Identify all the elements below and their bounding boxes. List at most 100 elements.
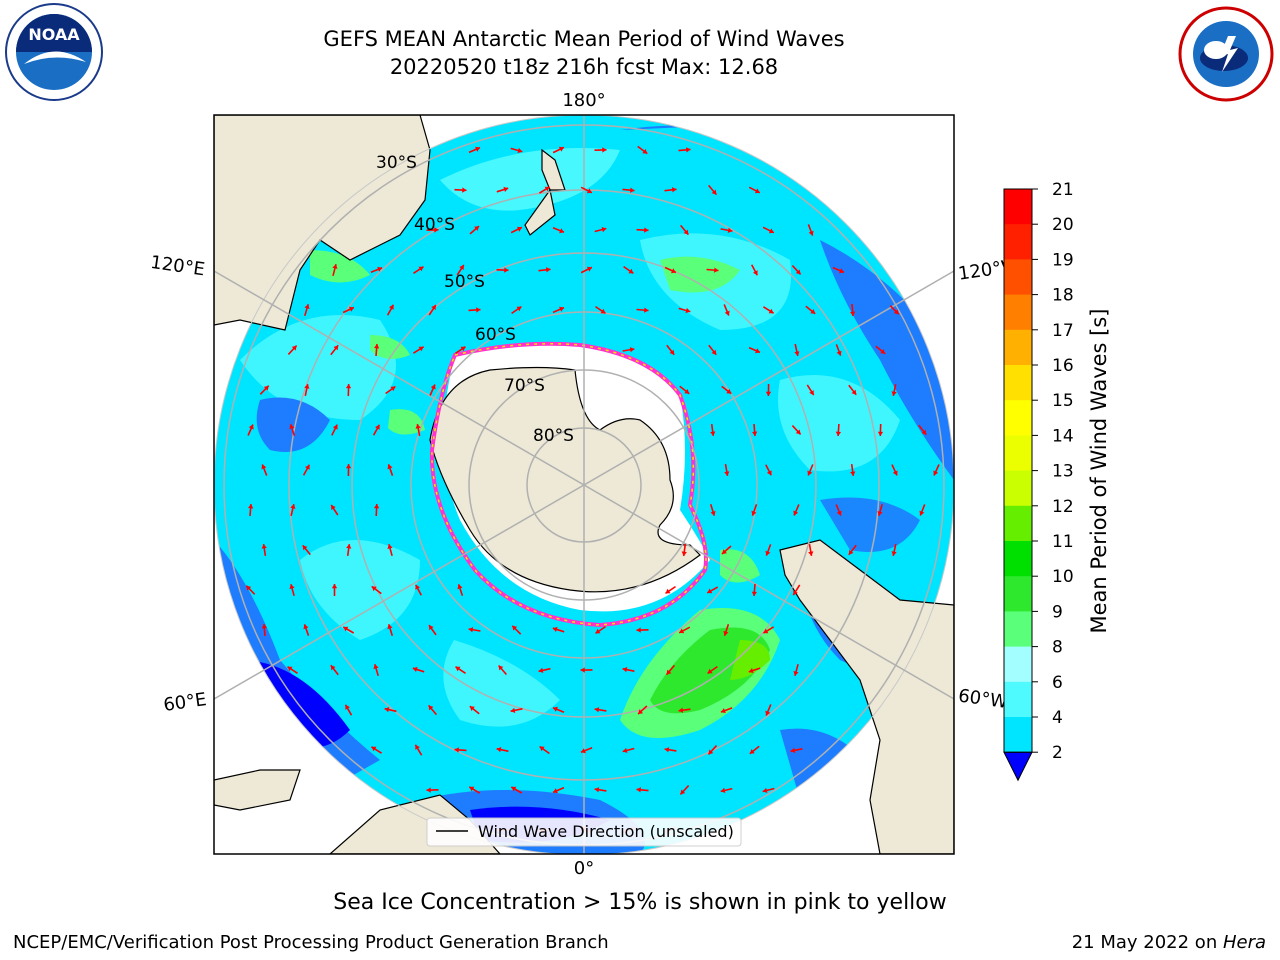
wave-direction-arrowhead <box>553 788 558 794</box>
colorbar-outline <box>1003 188 1033 753</box>
colorbar-segment <box>1004 329 1032 366</box>
wave-direction-arrowhead <box>933 470 939 476</box>
colorbar-tick-label: 20 <box>1052 215 1074 235</box>
lon-label-60w: 60°W <box>957 685 1009 713</box>
wave-direction-arrowhead <box>510 707 516 713</box>
wave-direction-arrowhead <box>503 186 509 192</box>
colorbar-segment <box>1004 611 1032 648</box>
wave-direction-arrowhead <box>415 744 420 750</box>
wave-direction-arrowhead <box>809 390 814 396</box>
wave-direction-arrowhead <box>261 624 267 629</box>
wave-direction-arrowhead <box>504 267 509 273</box>
wave-direction-arrowhead <box>371 746 377 752</box>
wave-direction-arrowhead <box>377 266 383 272</box>
wave-direction-arrowhead <box>630 187 635 193</box>
wave-direction-arrowhead <box>580 667 585 673</box>
colorbar-tick-label: 8 <box>1052 638 1063 658</box>
wave-direction-arrowhead <box>496 747 502 753</box>
wave-direction-arrowhead <box>330 665 336 671</box>
wave-direction-arrowhead <box>601 227 607 233</box>
wave-direction-arrowhead <box>430 384 436 390</box>
wave-direction-arrowhead <box>595 628 601 634</box>
wave-direction-arrowhead <box>586 266 592 272</box>
wind-wave-direction-arrows <box>245 145 940 834</box>
wave-direction-arrowhead <box>848 549 854 555</box>
wave-direction-arrowhead <box>629 347 635 353</box>
wave-direction-arrowhead <box>790 747 796 753</box>
wave-direction-arrowhead <box>794 351 800 356</box>
wave-direction-arrowhead <box>303 624 309 630</box>
host-name: Hera <box>1222 932 1266 953</box>
lon-label-60e: 60°E <box>162 689 208 716</box>
wave-direction-arrowhead <box>462 187 467 193</box>
colorbar-segment <box>1004 189 1032 225</box>
wave-direction-arrowhead <box>681 551 687 556</box>
wave-direction-arrowhead <box>851 389 857 395</box>
wave-direction-arrowhead <box>387 464 393 470</box>
wave-direction-arrowhead <box>714 267 719 273</box>
lat-label-50s: 50°S <box>444 272 485 292</box>
colorbar-extend-triangle <box>1003 751 1033 782</box>
colorbar-tick-label: 18 <box>1052 286 1074 306</box>
wave-direction-arrowhead <box>331 505 336 510</box>
wave-direction-arrowhead <box>768 308 774 314</box>
colorbar-tick-label: 13 <box>1052 462 1074 482</box>
wave-direction-arrowhead <box>810 309 816 314</box>
wave-direction-arrowhead <box>261 544 267 549</box>
wave-direction-arrowhead <box>711 349 717 355</box>
colorbar-tick-label: 17 <box>1052 321 1074 341</box>
wave-direction-arrowhead <box>517 226 522 232</box>
wave-direction-arrowhead <box>389 304 394 310</box>
wave-direction-arrowhead <box>304 304 310 309</box>
wave-direction-arrowhead <box>622 747 628 753</box>
wave-direction-arrowhead <box>839 268 844 274</box>
wave-direction-arrowhead <box>836 350 842 356</box>
wave-direction-arrowhead <box>666 669 672 675</box>
wave-direction-arrowhead <box>345 384 352 389</box>
lat-label-60s: 60°S <box>475 325 516 345</box>
wave-direction-arrowhead <box>387 544 393 549</box>
wave-direction-arrowhead <box>893 309 899 315</box>
wave-direction-arrowhead <box>726 388 732 394</box>
colorbar-label: Mean Period of Wind Waves [s] <box>1087 309 1111 634</box>
wave-direction-arrowhead <box>678 707 684 713</box>
wave-direction-arrowhead <box>644 227 649 233</box>
wave-direction-arrowhead <box>685 307 691 314</box>
colorbar-tick-label: 14 <box>1052 426 1074 446</box>
colorbar-segment <box>1004 470 1032 507</box>
colorbar-tick-label: 21 <box>1052 180 1074 200</box>
wave-direction-arrowhead <box>373 504 380 509</box>
wave-direction-arrowhead <box>636 787 641 793</box>
colorbar-segment <box>1004 576 1032 612</box>
colorbar-tick-label: 11 <box>1052 532 1074 552</box>
wave-direction-arrowhead <box>434 227 439 233</box>
wave-direction-arrowhead <box>877 511 883 516</box>
wave-direction-arrowhead <box>877 431 884 436</box>
colorbar-tick-label: 12 <box>1052 497 1074 517</box>
wave-direction-arrowhead <box>418 266 424 272</box>
wave-direction-arrowhead <box>850 471 856 476</box>
wave-direction-arrowhead <box>374 344 380 349</box>
wave-direction-arrowhead <box>415 424 421 429</box>
wave-direction-arrowhead <box>600 308 606 314</box>
wave-direction-arrowhead <box>664 747 670 753</box>
wave-direction-arrowhead <box>287 666 293 672</box>
wave-direction-arrowhead <box>765 550 771 556</box>
wave-direction-arrowhead <box>754 188 760 194</box>
colorbar-tick-label: 10 <box>1052 567 1074 587</box>
wave-direction-arrowhead <box>333 345 339 351</box>
lat-label-30s: 30°S <box>376 153 417 173</box>
wave-direction-arrowhead <box>755 348 760 354</box>
wave-direction-arrowhead <box>765 391 772 396</box>
wave-direction-arrowhead <box>291 345 297 351</box>
wave-direction-arrowhead <box>538 667 544 673</box>
wave-direction-arrowhead <box>516 306 522 312</box>
wave-direction-arrowhead <box>679 628 685 634</box>
issue-date: 21 May 2022 on Hera <box>1072 932 1266 953</box>
wave-direction-arrowhead <box>263 385 269 391</box>
colorbar-segment <box>1004 365 1032 401</box>
colorbar-segment <box>1004 294 1032 331</box>
wave-direction-arrowhead <box>457 584 463 590</box>
wave-direction-arrowhead <box>793 590 798 596</box>
wave-direction-arrowhead <box>807 470 813 476</box>
